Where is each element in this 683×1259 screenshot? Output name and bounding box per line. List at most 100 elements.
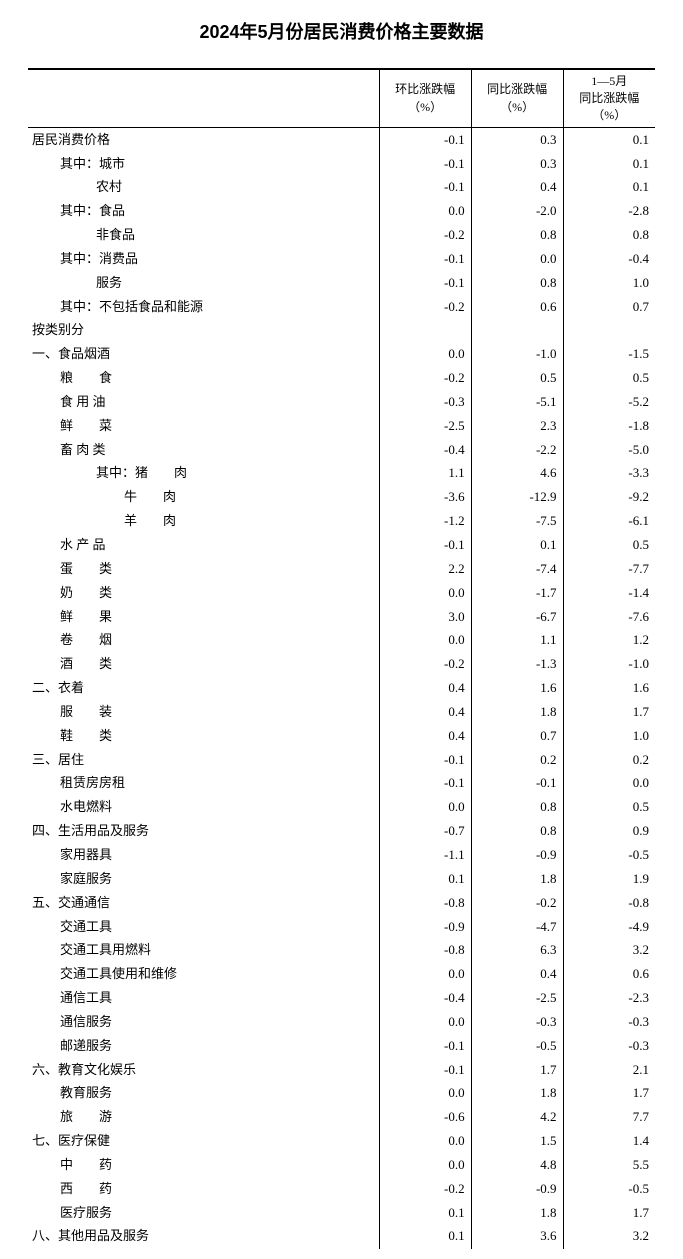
row-value: 1.8 (471, 700, 563, 724)
table-row: 粮 食-0.20.50.5 (28, 367, 655, 391)
row-label: 其中：消费品 (28, 247, 379, 271)
row-value: 0.5 (563, 534, 655, 558)
row-value: -0.1 (471, 772, 563, 796)
row-value: 0.1 (471, 534, 563, 558)
row-label: 食 用 油 (28, 390, 379, 414)
row-value: 1.8 (471, 1201, 563, 1225)
table-row: 其中：不包括食品和能源-0.20.60.7 (28, 295, 655, 319)
table-row: 交通工具用燃料-0.86.33.2 (28, 939, 655, 963)
table-row: 邮递服务-0.1-0.5-0.3 (28, 1034, 655, 1058)
row-value: -0.1 (379, 247, 471, 271)
row-value: 0.1 (379, 1201, 471, 1225)
row-value: 0.0 (563, 772, 655, 796)
row-value: 4.2 (471, 1106, 563, 1130)
table-row: 牛 肉-3.6-12.9-9.2 (28, 486, 655, 510)
row-value: -5.1 (471, 390, 563, 414)
table-row: 水电燃料0.00.80.5 (28, 796, 655, 820)
row-value: -0.2 (379, 1177, 471, 1201)
table-row: 七、医疗保健0.01.51.4 (28, 1130, 655, 1154)
table-row: 家庭服务0.11.81.9 (28, 867, 655, 891)
table-row: 西 药-0.2-0.9-0.5 (28, 1177, 655, 1201)
row-value: 5.5 (563, 1153, 655, 1177)
row-label: 羊 肉 (28, 510, 379, 534)
table-row: 按类别分 (28, 319, 655, 343)
table-row: 畜 肉 类-0.4-2.2-5.0 (28, 438, 655, 462)
row-value: 1.8 (471, 867, 563, 891)
row-value: -0.8 (379, 939, 471, 963)
row-value: 0.2 (563, 748, 655, 772)
row-value: 6.3 (471, 939, 563, 963)
row-value: -1.5 (563, 343, 655, 367)
row-label: 家用器具 (28, 843, 379, 867)
row-value: 3.0 (379, 605, 471, 629)
table-row: 其中：猪 肉1.14.6-3.3 (28, 462, 655, 486)
row-value: -1.8 (563, 414, 655, 438)
row-value: 1.1 (379, 462, 471, 486)
row-label: 牛 肉 (28, 486, 379, 510)
row-value: -4.7 (471, 915, 563, 939)
row-label: 邮递服务 (28, 1034, 379, 1058)
row-label: 旅 游 (28, 1106, 379, 1130)
row-value: -0.4 (379, 987, 471, 1011)
row-label: 家庭服务 (28, 867, 379, 891)
row-value: 3.2 (563, 939, 655, 963)
row-label: 教育服务 (28, 1082, 379, 1106)
row-value: -0.4 (563, 247, 655, 271)
table-row: 其中：消费品-0.10.0-0.4 (28, 247, 655, 271)
row-value: -0.1 (379, 534, 471, 558)
row-value: -2.8 (563, 200, 655, 224)
table-row: 租赁房房租-0.1-0.10.0 (28, 772, 655, 796)
row-value: -0.2 (379, 367, 471, 391)
row-value: -0.3 (563, 1034, 655, 1058)
row-value: -0.1 (379, 1034, 471, 1058)
table-row: 家用器具-1.1-0.9-0.5 (28, 843, 655, 867)
row-value: 0.5 (563, 796, 655, 820)
row-value: 0.1 (563, 128, 655, 152)
row-value: -0.1 (379, 176, 471, 200)
row-value: 1.5 (471, 1130, 563, 1154)
row-value: -1.0 (471, 343, 563, 367)
table-row: 食 用 油-0.3-5.1-5.2 (28, 390, 655, 414)
row-value: -0.5 (471, 1034, 563, 1058)
row-value: -12.9 (471, 486, 563, 510)
row-value: 0.4 (379, 724, 471, 748)
row-value: 0.6 (563, 963, 655, 987)
row-value: -4.9 (563, 915, 655, 939)
row-value: -0.4 (379, 438, 471, 462)
col-yoy: 同比涨跌幅（%） (471, 69, 563, 128)
row-value: 1.7 (563, 1201, 655, 1225)
row-label: 居民消费价格 (28, 128, 379, 152)
row-value: 1.0 (563, 724, 655, 748)
table-row: 奶 类0.0-1.7-1.4 (28, 581, 655, 605)
row-value: -7.5 (471, 510, 563, 534)
row-value: -2.3 (563, 987, 655, 1011)
row-value: -0.5 (563, 843, 655, 867)
row-value: -0.9 (471, 843, 563, 867)
row-value: -7.6 (563, 605, 655, 629)
table-row: 鲜 果3.0-6.7-7.6 (28, 605, 655, 629)
row-value: 0.4 (379, 677, 471, 701)
row-label: 鲜 果 (28, 605, 379, 629)
row-label: 六、教育文化娱乐 (28, 1058, 379, 1082)
row-value: -0.3 (563, 1010, 655, 1034)
row-value: -1.0 (563, 653, 655, 677)
row-value: 4.6 (471, 462, 563, 486)
row-value: 0.0 (379, 1010, 471, 1034)
row-value: -0.1 (379, 748, 471, 772)
row-value: -0.1 (379, 772, 471, 796)
row-value: -2.5 (471, 987, 563, 1011)
row-value: -9.2 (563, 486, 655, 510)
row-value (471, 319, 563, 343)
row-value: 0.8 (563, 224, 655, 248)
row-value: 0.0 (379, 1082, 471, 1106)
row-label: 其中：食品 (28, 200, 379, 224)
row-value: 0.4 (471, 963, 563, 987)
row-value (563, 319, 655, 343)
row-label: 交通工具用燃料 (28, 939, 379, 963)
table-row: 旅 游-0.64.27.7 (28, 1106, 655, 1130)
row-value: 0.8 (471, 796, 563, 820)
row-value: -5.0 (563, 438, 655, 462)
row-value: -5.2 (563, 390, 655, 414)
table-row: 卷 烟0.01.11.2 (28, 629, 655, 653)
page-title: 2024年5月份居民消费价格主要数据 (28, 18, 655, 44)
